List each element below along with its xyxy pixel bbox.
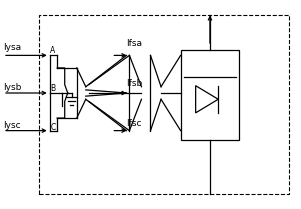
Text: Ifsb: Ifsb xyxy=(126,79,143,88)
Text: C: C xyxy=(50,123,55,132)
Bar xyxy=(39,15,289,194)
Text: B: B xyxy=(50,84,55,93)
Bar xyxy=(181,50,239,140)
Text: Iysb: Iysb xyxy=(3,83,21,92)
Text: Ifsa: Ifsa xyxy=(126,39,142,48)
Text: Iysa: Iysa xyxy=(3,42,21,52)
Text: Ifsc: Ifsc xyxy=(126,119,142,128)
Text: A: A xyxy=(50,46,55,55)
Text: Iysc: Iysc xyxy=(3,121,21,130)
